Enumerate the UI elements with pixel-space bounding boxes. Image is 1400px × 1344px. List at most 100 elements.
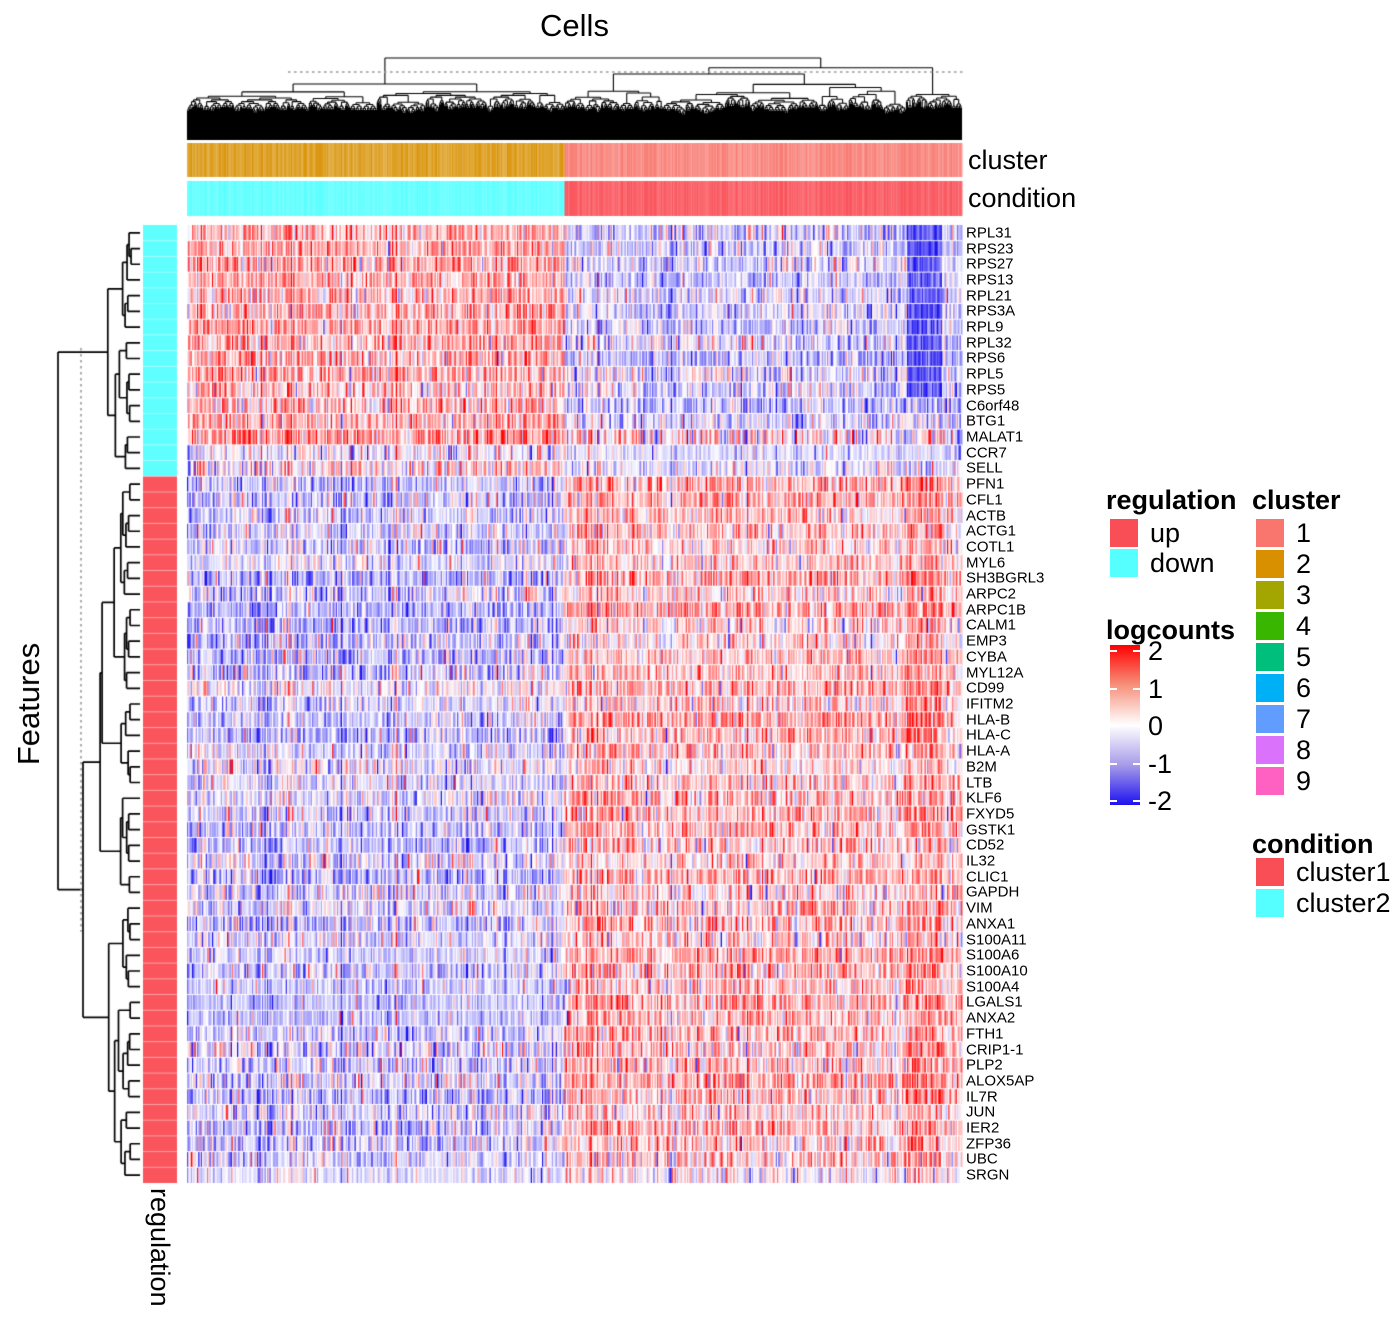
colorbar-tick-label-2: 2 — [1148, 636, 1164, 666]
row-label-ier2: IER2 — [966, 1119, 1000, 1137]
row-label-clic1: CLIC1 — [966, 868, 1009, 886]
row-label-arpc1b: ARPC1B — [966, 601, 1027, 619]
row-label-srgn: SRGN — [966, 1166, 1010, 1184]
row-label-rps13: RPS13 — [966, 271, 1014, 289]
row-label-ltb: LTB — [966, 774, 993, 792]
row-label-klf6: KLF6 — [966, 789, 1002, 807]
colorbar-tick-label--1: -1 — [1148, 748, 1173, 779]
row-label-rps3a: RPS3A — [966, 302, 1016, 320]
features-axis-label: Features — [11, 642, 46, 766]
legend-cluster-4-swatch — [1256, 612, 1284, 640]
legend-cluster-2-label: 2 — [1296, 549, 1312, 579]
colorbar-tick-mark — [1133, 725, 1140, 727]
row-label-rps6: RPS6 — [966, 349, 1006, 367]
colorbar-tick-label-1: 1 — [1148, 673, 1164, 704]
row-label-anxa2: ANXA2 — [966, 1009, 1016, 1027]
colorbar-tick-mark — [1133, 650, 1140, 652]
column-annotation-label-cluster: cluster — [968, 145, 1048, 175]
row-label-myl12a: MYL12A — [966, 664, 1024, 682]
legend-cluster-8-swatch — [1256, 736, 1284, 764]
legend-cluster-7-swatch — [1256, 705, 1284, 733]
legend-cluster-5-swatch — [1256, 643, 1284, 671]
legend-cluster-9-label: 9 — [1296, 766, 1312, 796]
legend-title-regulation: regulation — [1106, 485, 1237, 515]
row-label-zfp36: ZFP36 — [966, 1135, 1012, 1153]
legend-cluster-8-label: 8 — [1296, 735, 1312, 765]
row-label-calm1: CALM1 — [966, 616, 1017, 634]
colorbar-tick-mark — [1110, 725, 1117, 727]
row-label-sell: SELL — [966, 459, 1003, 477]
colorbar-tick-mark — [1133, 687, 1140, 690]
legend-cluster-6-swatch — [1256, 674, 1284, 702]
legend-cluster-9-swatch — [1256, 767, 1284, 795]
row-label-actb: ACTB — [966, 507, 1007, 525]
plot-title: Cells — [540, 8, 609, 43]
legend-regulation-up-swatch — [1110, 519, 1138, 547]
legend-condition-cluster1-label: cluster1 — [1296, 857, 1391, 887]
colorbar-tick-label-0: 0 — [1148, 711, 1164, 741]
legend-condition-cluster1-swatch — [1256, 858, 1284, 886]
row-label-actg1: ACTG1 — [966, 522, 1017, 540]
colorbar-tick-mark — [1110, 762, 1117, 765]
legend-title-cluster: cluster — [1252, 485, 1341, 515]
row-label-il7r: IL7R — [966, 1088, 998, 1106]
row-label-rpl32: RPL32 — [966, 334, 1012, 352]
row-label-s100a6: S100A6 — [966, 946, 1020, 964]
row-label-rpl9: RPL9 — [966, 318, 1004, 336]
row-label-alox5ap: ALOX5AP — [966, 1072, 1035, 1090]
legend-cluster-1-label: 1 — [1296, 518, 1312, 548]
colorbar-tick-mark — [1110, 687, 1117, 690]
colorbar-tick-mark — [1110, 650, 1117, 652]
row-label-rpl31: RPL31 — [966, 224, 1012, 242]
row-label-rps27: RPS27 — [966, 255, 1014, 273]
row-label-fth1: FTH1 — [966, 1025, 1004, 1043]
legend-cluster-4-label: 4 — [1296, 611, 1312, 641]
legend-cluster-3-swatch — [1256, 581, 1284, 609]
row-label-hla-c: HLA-C — [966, 726, 1012, 744]
row-label-emp3: EMP3 — [966, 632, 1007, 650]
row-label-cd52: CD52 — [966, 836, 1005, 854]
colorbar-tick-mark — [1110, 800, 1117, 802]
row-label-ccr7: CCR7 — [966, 444, 1007, 462]
row-label-rpl5: RPL5 — [966, 365, 1004, 383]
row-label-pfn1: PFN1 — [966, 475, 1005, 493]
row-label-btg1: BTG1 — [966, 412, 1006, 430]
legend-cluster-6-label: 6 — [1296, 673, 1312, 703]
row-label-rpl21: RPL21 — [966, 287, 1012, 305]
row-label-jun: JUN — [966, 1103, 996, 1121]
row-label-gstk1: GSTK1 — [966, 821, 1016, 839]
row-label-ifitm2: IFITM2 — [966, 695, 1014, 713]
row-label-ubc: UBC — [966, 1150, 998, 1168]
row-label-cfl1: CFL1 — [966, 491, 1003, 509]
row-label-vim: VIM — [966, 899, 993, 917]
row-label-myl6: MYL6 — [966, 554, 1006, 572]
legend-cluster-1-swatch — [1256, 519, 1284, 547]
row-label-hla-b: HLA-B — [966, 711, 1011, 729]
colorbar-tick-label--2: -2 — [1148, 786, 1173, 816]
legend-cluster-7-label: 7 — [1296, 704, 1312, 734]
row-label-s100a4: S100A4 — [966, 978, 1020, 996]
row-label-crip1-1: CRIP1-1 — [966, 1041, 1024, 1058]
row-label-b2m: B2M — [966, 758, 997, 776]
row-label-cotl1: COTL1 — [966, 538, 1015, 556]
legend-regulation-down-swatch — [1110, 549, 1138, 577]
row-annotation-label: regulation — [145, 1188, 175, 1307]
colorbar-tick-mark — [1133, 762, 1140, 765]
row-label-plp2: PLP2 — [966, 1056, 1003, 1074]
legend-regulation-up-label: up — [1150, 518, 1181, 548]
legend-cluster-5-label: 5 — [1296, 642, 1312, 672]
column-annotation-label-condition: condition — [968, 183, 1077, 213]
row-label-sh3bgrl3: SH3BGRL3 — [966, 569, 1045, 587]
colorbar-tick-mark — [1133, 800, 1140, 802]
legend-condition-cluster2-label: cluster2 — [1296, 888, 1391, 918]
row-label-rps23: RPS23 — [966, 240, 1014, 258]
row-label-s100a10: S100A10 — [966, 962, 1028, 980]
legend-title-logcounts: logcounts — [1106, 615, 1235, 645]
row-label-cd99: CD99 — [966, 679, 1005, 697]
row-label-arpc2: ARPC2 — [966, 585, 1017, 603]
legend-cluster-2-swatch — [1256, 550, 1284, 578]
row-label-gapdh: GAPDH — [966, 883, 1020, 901]
row-label-anxa1: ANXA1 — [966, 915, 1016, 933]
